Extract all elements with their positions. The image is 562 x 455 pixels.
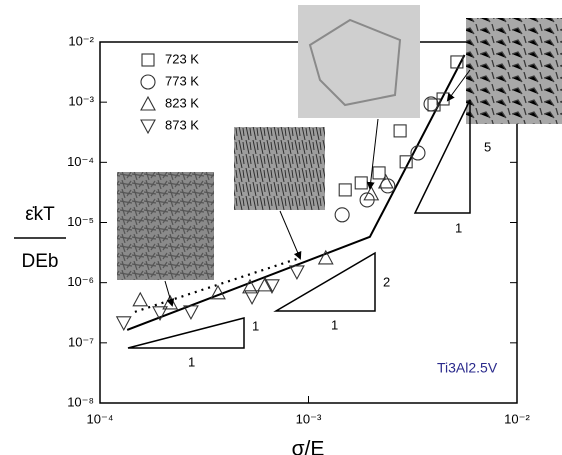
- legend-marker: [141, 75, 155, 89]
- arrow: [280, 211, 300, 258]
- slope-label: 1: [252, 318, 259, 333]
- legend-label: 773 K: [165, 73, 199, 88]
- data-point: [335, 208, 349, 222]
- micrograph: [466, 18, 562, 124]
- y-tick-label: 10⁻⁵: [67, 214, 94, 229]
- legend-label: 723 K: [165, 51, 199, 66]
- arrow: [370, 119, 378, 188]
- data-point: [117, 317, 131, 330]
- slope-label: 1: [455, 220, 462, 235]
- slope-triangle: [415, 100, 470, 213]
- legend-marker: [141, 97, 155, 110]
- data-point: [355, 177, 367, 189]
- slope-triangle: [276, 253, 375, 311]
- micrograph: [117, 172, 214, 280]
- slope-label: 1: [188, 354, 195, 369]
- x-tick-label: 10⁻³: [296, 411, 322, 426]
- slope-label: 1: [331, 317, 338, 332]
- x-tick-label: 10⁻²: [504, 411, 530, 426]
- x-axis-label: σ/E: [292, 438, 325, 455]
- y-axis-label: ε̇kT: [25, 204, 55, 225]
- alloy-label: Ti3Al2.5V: [437, 360, 498, 376]
- slope-label: 5: [484, 139, 491, 154]
- legend-label: 823 K: [165, 95, 199, 110]
- data-point: [373, 167, 385, 179]
- y-tick-label: 10⁻⁷: [68, 334, 94, 349]
- legend-label: 873 K: [165, 117, 199, 132]
- y-tick-label: 10⁻⁴: [67, 154, 94, 169]
- legend-marker: [141, 120, 155, 133]
- data-point: [339, 184, 351, 196]
- y-tick-label: 10⁻²: [68, 33, 94, 48]
- chart: 10⁻⁸ 10⁻⁷ 10⁻⁶ 10⁻⁵ 10⁻⁴ 10⁻³ 10⁻² 10⁻⁴ 10⁻³ 10⁻²…: [0, 0, 562, 455]
- x-tick-label: 10⁻⁴: [87, 411, 114, 426]
- slope-label: 2: [383, 274, 390, 289]
- data-point: [394, 125, 406, 137]
- data-point: [290, 266, 304, 279]
- y-tick-label: 10⁻⁶: [67, 274, 94, 289]
- micrograph: [298, 5, 420, 118]
- y-tick-label: 10⁻³: [68, 94, 94, 109]
- y-tick-label: 10⁻⁸: [67, 394, 94, 409]
- y-axis-label: DEb: [22, 251, 59, 272]
- micrograph: [234, 127, 325, 210]
- data-point: [133, 293, 147, 306]
- legend-marker: [142, 54, 154, 66]
